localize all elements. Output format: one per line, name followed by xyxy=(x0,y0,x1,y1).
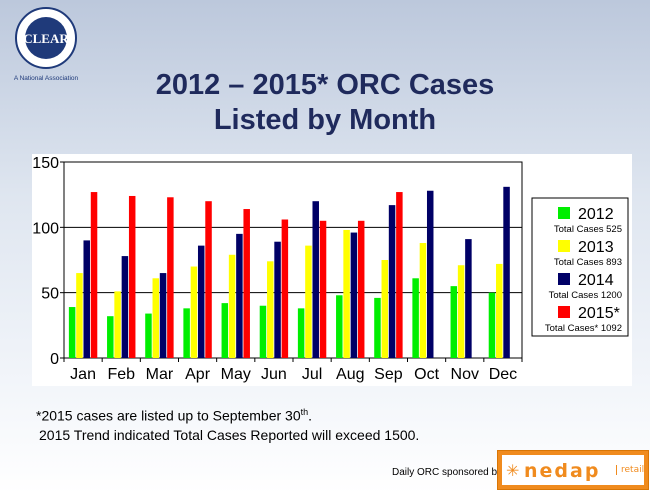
title-line-2: Listed by Month xyxy=(213,104,437,136)
slide-title: 2012 – 2015* ORC Cases Listed by Month xyxy=(0,68,650,138)
bar xyxy=(503,186,510,358)
bar xyxy=(121,256,129,358)
sponsor-brand: nedap xyxy=(524,460,601,482)
footnote-superscript: th xyxy=(300,407,309,417)
logo-name: CLEAR xyxy=(23,31,69,46)
x-tick-label: May xyxy=(221,366,251,383)
bar xyxy=(167,197,174,358)
bar xyxy=(205,201,212,358)
bar xyxy=(381,260,389,358)
legend-swatch xyxy=(558,273,570,285)
bar xyxy=(297,308,305,358)
bar xyxy=(107,316,114,358)
sponsor-label: Daily ORC sponsored by: xyxy=(392,467,505,478)
bar xyxy=(236,233,243,358)
footnote-line-1: *2015 cases are listed up to September 3… xyxy=(36,403,419,426)
bar xyxy=(90,192,98,358)
x-tick-label: Jun xyxy=(261,366,287,383)
bar xyxy=(419,243,427,358)
footnote: *2015 cases are listed up to September 3… xyxy=(36,403,419,445)
bar xyxy=(305,245,312,358)
bar xyxy=(159,273,167,358)
legend-series-name: 2012 xyxy=(578,206,614,223)
clear-logo: CLEAR A National Association xyxy=(14,7,79,82)
y-tick-label: 100 xyxy=(32,220,59,237)
bar xyxy=(68,307,76,358)
bar xyxy=(426,190,434,358)
bar xyxy=(128,195,136,358)
x-tick-label: Nov xyxy=(451,366,479,383)
x-tick-label: Oct xyxy=(414,366,439,383)
legend-series-name: 2015* xyxy=(578,305,620,322)
bar xyxy=(336,295,343,358)
bar xyxy=(412,278,419,358)
y-tick-label: 0 xyxy=(50,351,59,368)
sponsor-logo[interactable]: ✳ nedap retail xyxy=(497,450,649,490)
bar xyxy=(228,254,236,358)
chart-panel: 0 50 100 150 Jan Feb Mar Apr May Jun Jul Aug Sep Oct N… xyxy=(32,154,632,386)
x-tick-label: Mar xyxy=(146,366,174,383)
x-tick-label: Jan xyxy=(70,366,96,383)
bar xyxy=(374,297,381,358)
bar xyxy=(357,220,365,358)
logo-tagline: A National Association xyxy=(14,75,79,82)
legend-box xyxy=(531,197,629,337)
legend-series-total: Total Cases 525 xyxy=(554,224,622,235)
bar xyxy=(396,192,403,358)
bar xyxy=(267,261,274,358)
legend-swatch xyxy=(558,240,570,252)
legend-series-total: Total Cases 1200 xyxy=(549,290,622,301)
y-tick-label: 150 xyxy=(32,155,59,172)
legend-series-name: 2014 xyxy=(578,272,614,289)
bar xyxy=(496,263,503,358)
bar xyxy=(388,205,396,358)
title-line-1: 2012 – 2015* ORC Cases xyxy=(155,69,495,101)
x-tick-label: Jul xyxy=(302,366,322,383)
bar xyxy=(243,209,250,358)
legend-series-total: Total Cases 893 xyxy=(554,257,622,268)
bar xyxy=(343,229,350,358)
x-tick-label: Dec xyxy=(489,366,517,383)
bar xyxy=(114,291,121,358)
sponsor-logo-inner: ✳ nedap retail xyxy=(502,455,644,485)
bar xyxy=(259,305,267,358)
bar xyxy=(190,266,198,358)
bar xyxy=(183,308,190,358)
legend-swatch xyxy=(558,306,570,318)
bar xyxy=(274,241,281,358)
bar xyxy=(152,278,160,358)
bar xyxy=(319,220,327,358)
bar xyxy=(221,303,229,358)
x-tick-label: Apr xyxy=(185,366,211,383)
legend-series-total: Total Cases* 1092 xyxy=(545,323,622,334)
bar xyxy=(350,232,358,358)
bar xyxy=(83,240,90,358)
bar xyxy=(76,273,83,358)
bar xyxy=(197,245,205,358)
bar-chart: 0 50 100 150 Jan Feb Mar Apr May Jun Jul Aug Sep Oct N… xyxy=(32,155,629,383)
star-icon: ✳ xyxy=(506,463,520,480)
x-tick-label: Feb xyxy=(107,366,135,383)
bar xyxy=(465,239,472,358)
bar xyxy=(145,313,152,358)
x-tick-label: Aug xyxy=(336,366,364,383)
bar xyxy=(281,219,289,358)
bar xyxy=(450,286,458,358)
sponsor-tag: retail xyxy=(616,465,644,475)
bar xyxy=(312,201,319,358)
footnote-line-1-text: *2015 cases are listed up to September 3… xyxy=(36,407,301,424)
bar xyxy=(488,292,496,358)
legend-series-name: 2013 xyxy=(578,239,614,256)
bar xyxy=(457,265,465,358)
plot-area xyxy=(63,161,523,359)
y-tick-label: 50 xyxy=(41,286,59,303)
legend-swatch xyxy=(558,207,570,219)
x-tick-label: Sep xyxy=(374,366,403,383)
footnote-line-2: 2015 Trend indicated Total Cases Reporte… xyxy=(39,426,420,443)
footnote-line-1-end: . xyxy=(308,407,313,424)
